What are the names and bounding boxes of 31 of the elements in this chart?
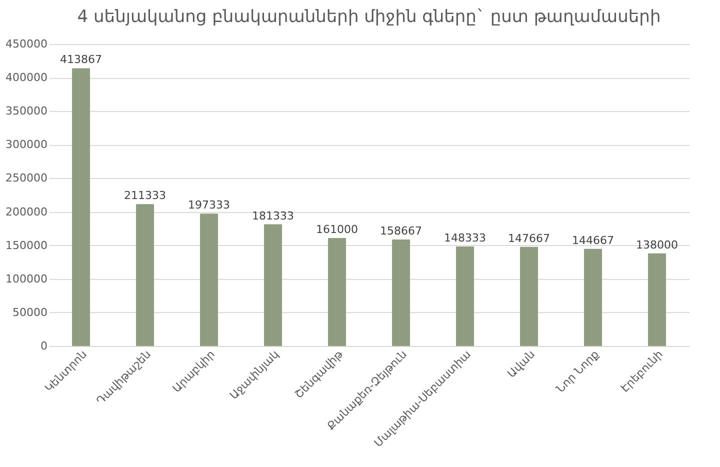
bar	[520, 246, 538, 346]
bar	[648, 253, 666, 346]
y-tick-label: 400000	[6, 71, 48, 84]
y-tick-label: 200000	[6, 205, 48, 218]
y-tick-label: 100000	[6, 272, 48, 286]
data-label: 161000	[316, 222, 358, 236]
y-tick-label: 150000	[6, 238, 48, 252]
bar	[392, 240, 410, 346]
data-label: 147667	[508, 232, 550, 245]
y-tick-label: 300000	[6, 138, 48, 152]
data-label: 181333	[252, 209, 294, 222]
bar	[584, 248, 602, 346]
data-label: 138000	[636, 238, 678, 252]
bar	[72, 68, 90, 346]
bar	[200, 214, 218, 346]
y-tick-label: 450000	[6, 38, 48, 50]
data-label: 144667	[572, 234, 614, 247]
data-label: 158667	[380, 224, 422, 238]
bar	[456, 246, 474, 346]
data-label: 413867	[60, 53, 102, 66]
y-tick-label: 50000	[12, 306, 48, 319]
chart-title: 4 սենյականոց բնակարանների միջին գները` ըստ թաղամասերի	[77, 7, 661, 27]
bar	[136, 204, 154, 346]
y-tick-label: 250000	[6, 172, 48, 185]
bar	[264, 224, 282, 346]
y-tick-label: 350000	[6, 104, 48, 118]
data-label: 148333	[444, 231, 486, 244]
y-tick-label: 0	[40, 340, 48, 352]
data-label: 211333	[124, 189, 166, 202]
data-label: 197333	[188, 198, 230, 212]
bar	[328, 238, 346, 346]
